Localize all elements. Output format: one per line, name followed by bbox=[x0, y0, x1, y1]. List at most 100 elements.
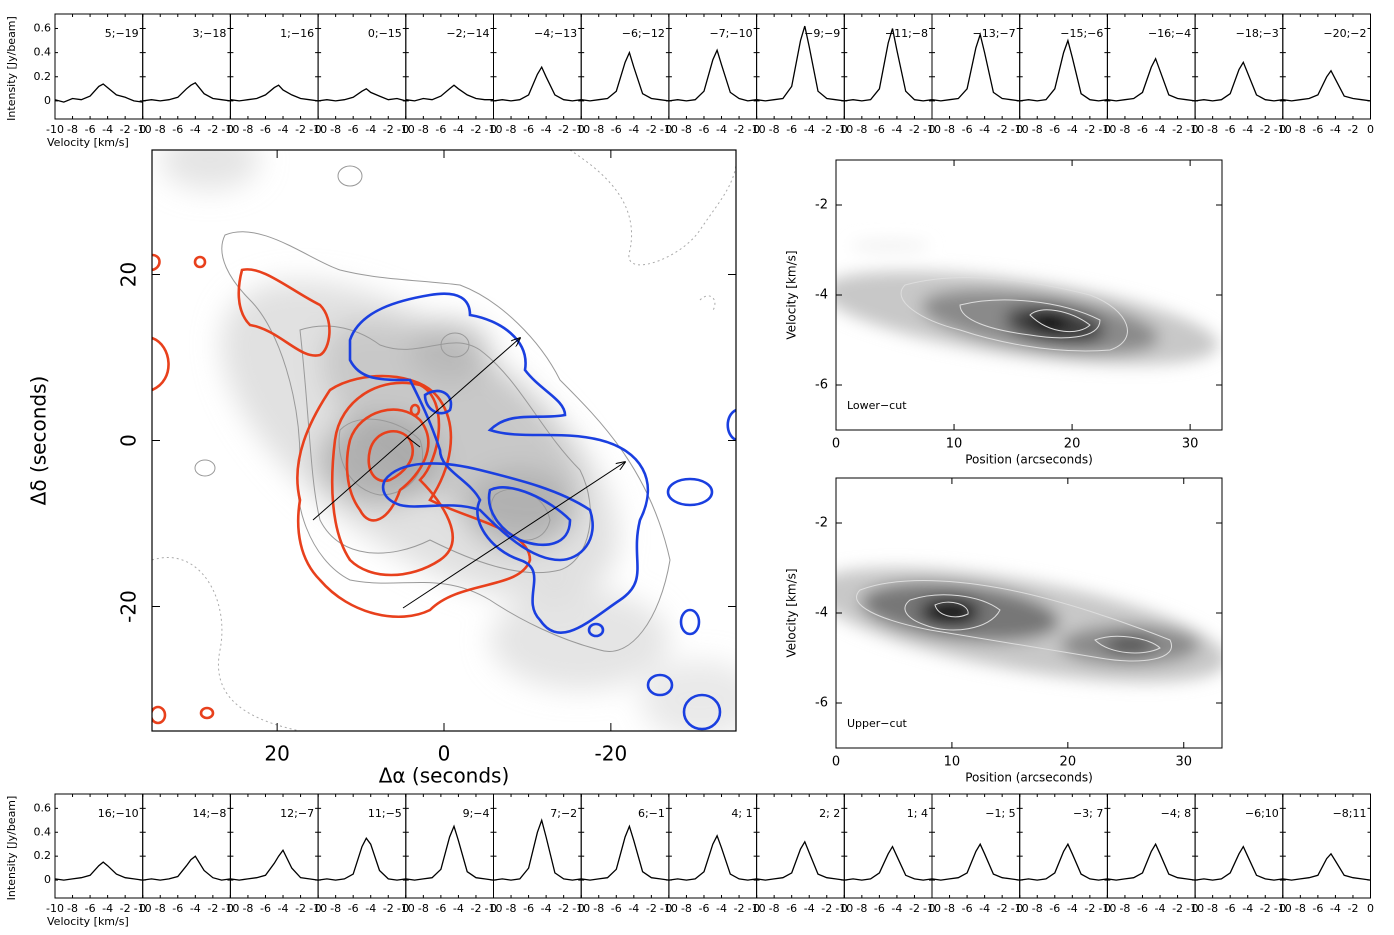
spectrum-line bbox=[844, 28, 933, 102]
x-tick-label: 0 bbox=[665, 902, 672, 915]
y-tick-label: -6 bbox=[815, 378, 828, 393]
y-tick-label: -4 bbox=[815, 606, 828, 621]
x-tick-label: -4 bbox=[453, 123, 464, 136]
plot-frame bbox=[835, 477, 1223, 749]
x-tick-label: 0 bbox=[1104, 123, 1111, 136]
x-tick-label: -10 bbox=[923, 902, 941, 915]
pv-label: Upper−cut bbox=[847, 717, 908, 730]
x-tick-label: 0 bbox=[1367, 123, 1374, 136]
x-tick-label: -10 bbox=[1098, 123, 1116, 136]
spectrum-line bbox=[931, 842, 1020, 881]
x-tick-label: -20 bbox=[595, 742, 628, 766]
x-tick-label: -8 bbox=[506, 123, 517, 136]
x-tick-label: -6 bbox=[85, 123, 96, 136]
x-tick-label: -4 bbox=[891, 902, 902, 915]
x-tick-label: -2 bbox=[1172, 123, 1183, 136]
x-tick-label: -8 bbox=[1207, 902, 1218, 915]
x-tick-label: 0 bbox=[753, 123, 760, 136]
y-axis-label: Δδ (seconds) bbox=[27, 376, 51, 506]
x-tick-label: -2 bbox=[120, 123, 131, 136]
y-tick-label: 0 bbox=[44, 94, 51, 107]
plot-frame bbox=[835, 159, 1223, 431]
x-tick-label: 0 bbox=[438, 742, 451, 766]
x-tick-label: -10 bbox=[1011, 123, 1029, 136]
x-tick-label: 0 bbox=[929, 123, 936, 136]
x-tick-label: -8 bbox=[593, 902, 604, 915]
x-tick-label: -4 bbox=[541, 902, 552, 915]
x-tick-label: 0 bbox=[490, 123, 497, 136]
x-tick-label: -2 bbox=[1084, 902, 1095, 915]
y-tick-label: 0 bbox=[117, 434, 141, 447]
x-tick-label: 0 bbox=[402, 123, 409, 136]
x-tick-label: 0 bbox=[1016, 123, 1023, 136]
x-tick-label: -10 bbox=[1274, 123, 1292, 136]
panel-label: −3; 7 bbox=[1073, 807, 1103, 820]
x-tick-label: -2 bbox=[646, 902, 657, 915]
x-tick-label: -2 bbox=[646, 123, 657, 136]
x-tick-label: -6 bbox=[698, 123, 709, 136]
x-tick-label: -4 bbox=[1067, 902, 1078, 915]
x-tick-label: -2 bbox=[207, 902, 218, 915]
spectrum-line bbox=[844, 845, 933, 881]
panel-label: 7;−2 bbox=[550, 807, 577, 820]
spectrum-line bbox=[1107, 57, 1196, 102]
y-tick-label: 0.2 bbox=[34, 70, 52, 83]
spectrum-line bbox=[54, 83, 143, 103]
x-tick-label: -10 bbox=[1274, 902, 1292, 915]
x-tick-label: -10 bbox=[485, 902, 503, 915]
x-tick-label: -10 bbox=[748, 902, 766, 915]
x-tick-label: -10 bbox=[1186, 123, 1204, 136]
panel-label: 2; 2 bbox=[819, 807, 840, 820]
x-tick-label: -8 bbox=[856, 902, 867, 915]
panel-label: 0;−15 bbox=[368, 27, 402, 40]
x-tick-label: -8 bbox=[1207, 123, 1218, 136]
x-tick-label: -8 bbox=[681, 123, 692, 136]
x-tick-label: -2 bbox=[1347, 123, 1358, 136]
spectrum-line bbox=[318, 836, 406, 881]
spectrum-line bbox=[318, 88, 406, 102]
panel-label: −13;−7 bbox=[973, 27, 1016, 40]
x-tick-label: 0 bbox=[578, 902, 585, 915]
panel-label: −15;−6 bbox=[1060, 27, 1103, 40]
x-tick-label: -2 bbox=[383, 902, 394, 915]
x-tick-label: -2 bbox=[558, 902, 569, 915]
panel-label: −1; 5 bbox=[985, 807, 1015, 820]
x-tick-label: -6 bbox=[786, 123, 797, 136]
x-tick-label: 0 bbox=[578, 123, 585, 136]
x-tick-label: -6 bbox=[1137, 902, 1148, 915]
y-tick-label: -20 bbox=[117, 590, 141, 623]
spectrum-line bbox=[142, 855, 231, 881]
panel-label: 9;−4 bbox=[463, 807, 490, 820]
y-axis-label: Velocity [km/s] bbox=[785, 568, 799, 657]
map-image bbox=[152, 150, 736, 731]
x-tick-label: 0 bbox=[315, 902, 322, 915]
y-tick-label: 0.6 bbox=[34, 21, 52, 34]
x-tick-label: -4 bbox=[102, 902, 113, 915]
spectrum-line bbox=[668, 834, 757, 881]
x-tick-label: 20 bbox=[1064, 437, 1081, 452]
x-tick-label: -10 bbox=[1011, 902, 1029, 915]
x-tick-label: -6 bbox=[962, 902, 973, 915]
x-axis-label: Position (arcseconds) bbox=[965, 771, 1093, 785]
x-tick-label: -10 bbox=[572, 902, 590, 915]
x-tick-label: -2 bbox=[909, 123, 920, 136]
x-tick-label: -10 bbox=[660, 902, 678, 915]
spectrum-line bbox=[668, 48, 757, 102]
x-tick-label: -10 bbox=[221, 123, 239, 136]
panel-label: 16;−10 bbox=[98, 807, 139, 820]
x-axis-label: Velocity [km/s] bbox=[47, 136, 129, 149]
x-tick-label: -2 bbox=[295, 902, 306, 915]
panel-label: −11;−8 bbox=[885, 27, 928, 40]
spectrum-line bbox=[756, 840, 845, 881]
x-tick-label: -2 bbox=[383, 123, 394, 136]
x-tick-label: -2 bbox=[1172, 902, 1183, 915]
x-tick-label: -6 bbox=[348, 123, 359, 136]
plot-frame bbox=[1282, 793, 1372, 899]
x-tick-label: -6 bbox=[435, 123, 446, 136]
y-tick-label: 0 bbox=[44, 873, 51, 886]
x-tick-label: -6 bbox=[348, 902, 359, 915]
x-tick-label: 0 bbox=[490, 902, 497, 915]
x-tick-label: -2 bbox=[1084, 123, 1095, 136]
x-tick-label: 10 bbox=[944, 755, 961, 770]
panel-label: −6;10 bbox=[1245, 807, 1279, 820]
